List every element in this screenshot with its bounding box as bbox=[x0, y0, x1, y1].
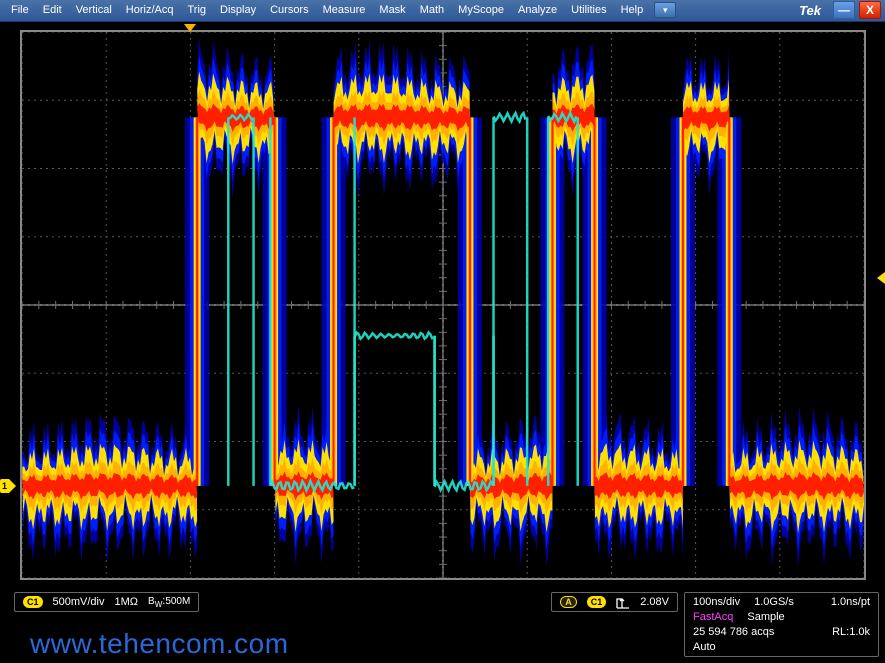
menu-vertical[interactable]: Vertical bbox=[69, 0, 119, 21]
menu-display[interactable]: Display bbox=[213, 0, 263, 21]
menu-horiz-acq[interactable]: Horiz/Acq bbox=[119, 0, 181, 21]
brand-logo: Tek bbox=[789, 0, 831, 21]
trigger-level-readout: 2.08V bbox=[640, 596, 669, 608]
channel-readout-panel[interactable]: C1 500mV/div 1MΩ BW:500M bbox=[14, 592, 199, 612]
menu-mask[interactable]: Mask bbox=[372, 0, 412, 21]
channel-marker-label: 1 bbox=[0, 479, 9, 493]
bandwidth-readout: BW:500M bbox=[148, 595, 190, 609]
trigger-mode-readout: Auto bbox=[693, 641, 716, 653]
trigger-a-badge: A bbox=[560, 596, 577, 608]
channel-ground-marker: 1 bbox=[0, 479, 16, 493]
acquisition-mode-value: Sample bbox=[747, 611, 784, 623]
watermark-text: www.tehencom.com bbox=[30, 628, 289, 660]
record-length-readout: RL:1.0k bbox=[832, 626, 870, 638]
menu-myscope[interactable]: MyScope bbox=[451, 0, 511, 21]
menu-dropdown-button[interactable]: ▾ bbox=[654, 2, 676, 18]
time-resolution-readout: 1.0ns/pt bbox=[831, 596, 870, 608]
acquisition-mode-label: FastAcq bbox=[693, 611, 733, 623]
horizontal-scale-readout: 100ns/div bbox=[693, 596, 740, 608]
vertical-scale-readout: 500mV/div bbox=[53, 596, 105, 608]
oscilloscope-display: 1 bbox=[0, 22, 885, 600]
waveform-canvas bbox=[22, 32, 864, 578]
menu-analyze[interactable]: Analyze bbox=[511, 0, 564, 21]
trigger-level-marker-icon bbox=[877, 272, 885, 284]
acquisition-count-readout: 25 594 786 acqs bbox=[693, 626, 774, 638]
menu-trig[interactable]: Trig bbox=[180, 0, 213, 21]
menu-bar: File Edit Vertical Horiz/Acq Trig Displa… bbox=[0, 0, 885, 22]
window-minimize-button[interactable]: — bbox=[833, 1, 855, 19]
timebase-readout-panel[interactable]: 100ns/div 1.0GS/s 1.0ns/pt FastAcq Sampl… bbox=[684, 592, 879, 657]
window-close-button[interactable]: X bbox=[859, 1, 881, 19]
channel-marker-arrow-icon bbox=[9, 479, 16, 493]
channel-badge: C1 bbox=[23, 596, 43, 608]
menu-measure[interactable]: Measure bbox=[316, 0, 373, 21]
trigger-readout-panel[interactable]: A C1 2.08V bbox=[551, 592, 678, 612]
menu-math[interactable]: Math bbox=[413, 0, 451, 21]
trigger-source-badge: C1 bbox=[587, 596, 607, 608]
menu-cursors[interactable]: Cursors bbox=[263, 0, 316, 21]
menu-utilities[interactable]: Utilities bbox=[564, 0, 613, 21]
trigger-edge-icon bbox=[616, 597, 630, 609]
menu-help[interactable]: Help bbox=[614, 0, 651, 21]
sample-rate-readout: 1.0GS/s bbox=[754, 596, 794, 608]
menu-file[interactable]: File bbox=[4, 0, 36, 21]
trigger-position-marker-icon bbox=[184, 24, 196, 32]
menu-edit[interactable]: Edit bbox=[36, 0, 69, 21]
input-impedance-readout: 1MΩ bbox=[115, 596, 139, 608]
